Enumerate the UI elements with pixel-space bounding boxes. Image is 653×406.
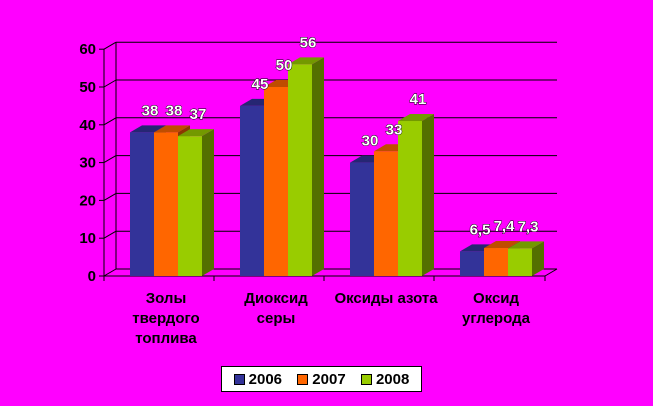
data-label: 41 — [410, 91, 427, 108]
bar-top — [154, 125, 190, 133]
bar-side — [422, 114, 434, 277]
bar-top — [508, 241, 544, 249]
category-label: топлива — [135, 330, 197, 347]
data-label: 37 — [190, 106, 207, 123]
y-tick-label: 20 — [79, 192, 96, 209]
bar-front — [484, 248, 508, 276]
legend-swatch — [297, 373, 309, 385]
category-label: серы — [257, 310, 296, 327]
gridline-side — [103, 192, 117, 201]
bar-front — [240, 105, 264, 277]
data-label: 7,3 — [518, 218, 539, 235]
legend: 2006 2007 2008 — [221, 366, 422, 392]
gridline-side — [103, 230, 117, 239]
bar-side — [312, 57, 324, 276]
category-label: Диоксид — [244, 290, 308, 307]
bar-side — [532, 241, 544, 276]
category-label: Оксид — [473, 290, 520, 307]
gridline-side — [103, 268, 117, 277]
legend-label: 2007 — [312, 370, 346, 388]
bar-front — [374, 151, 398, 276]
bars-layer — [130, 57, 544, 277]
bar-front — [350, 162, 374, 276]
data-label: 6,5 — [470, 221, 491, 238]
bar-front — [460, 251, 484, 276]
gridline-side — [103, 117, 117, 126]
bar-top — [484, 241, 520, 249]
legend-item: 2007 — [297, 370, 346, 388]
legend-swatch — [360, 373, 372, 385]
category-label: твердого — [132, 310, 199, 327]
y-tick-label: 10 — [79, 230, 96, 247]
legend-item: 2008 — [360, 370, 410, 388]
legend-label: 2006 — [248, 370, 283, 388]
data-label: 33 — [386, 121, 403, 138]
bar-top — [288, 57, 324, 65]
gridline-side — [103, 41, 117, 50]
bar-top — [178, 129, 214, 137]
bar — [288, 57, 324, 276]
data-label: 7,4 — [494, 218, 516, 235]
data-label: 56 — [300, 34, 317, 51]
bar-side — [202, 129, 214, 276]
bar-front — [154, 132, 178, 276]
category-label: углерода — [462, 310, 531, 327]
floor-edge — [544, 268, 558, 277]
labels-layer: 38 38 37 Золы твердого топлива 45 50 56 Диоксид се… — [132, 34, 539, 347]
gridline-side — [103, 79, 117, 88]
y-tick-label: 40 — [79, 117, 96, 134]
bar — [398, 114, 434, 277]
bar-front — [508, 248, 532, 276]
data-label: 38 — [142, 102, 159, 119]
y-tick-label: 30 — [79, 155, 96, 172]
data-label: 38 — [166, 102, 183, 119]
bar-front — [398, 121, 422, 277]
y-tick-label: 50 — [79, 79, 96, 96]
gridline-side — [103, 155, 117, 164]
bar-front — [130, 132, 154, 276]
bar — [508, 241, 544, 276]
bar-front — [288, 64, 312, 276]
legend-swatch — [233, 373, 245, 385]
bar-top — [398, 114, 434, 122]
category-label: Оксиды азота — [334, 290, 438, 307]
bar-front — [264, 87, 288, 276]
y-tick-label: 0 — [88, 268, 96, 285]
category-label: Золы — [146, 290, 187, 307]
bar — [178, 129, 214, 276]
data-label: 30 — [362, 133, 379, 150]
bar-front — [178, 136, 202, 276]
legend-label: 2008 — [375, 370, 410, 388]
data-label: 45 — [252, 76, 269, 93]
y-tick-label: 60 — [79, 41, 96, 58]
legend-item: 2006 — [233, 370, 283, 388]
data-label: 50 — [276, 57, 293, 74]
